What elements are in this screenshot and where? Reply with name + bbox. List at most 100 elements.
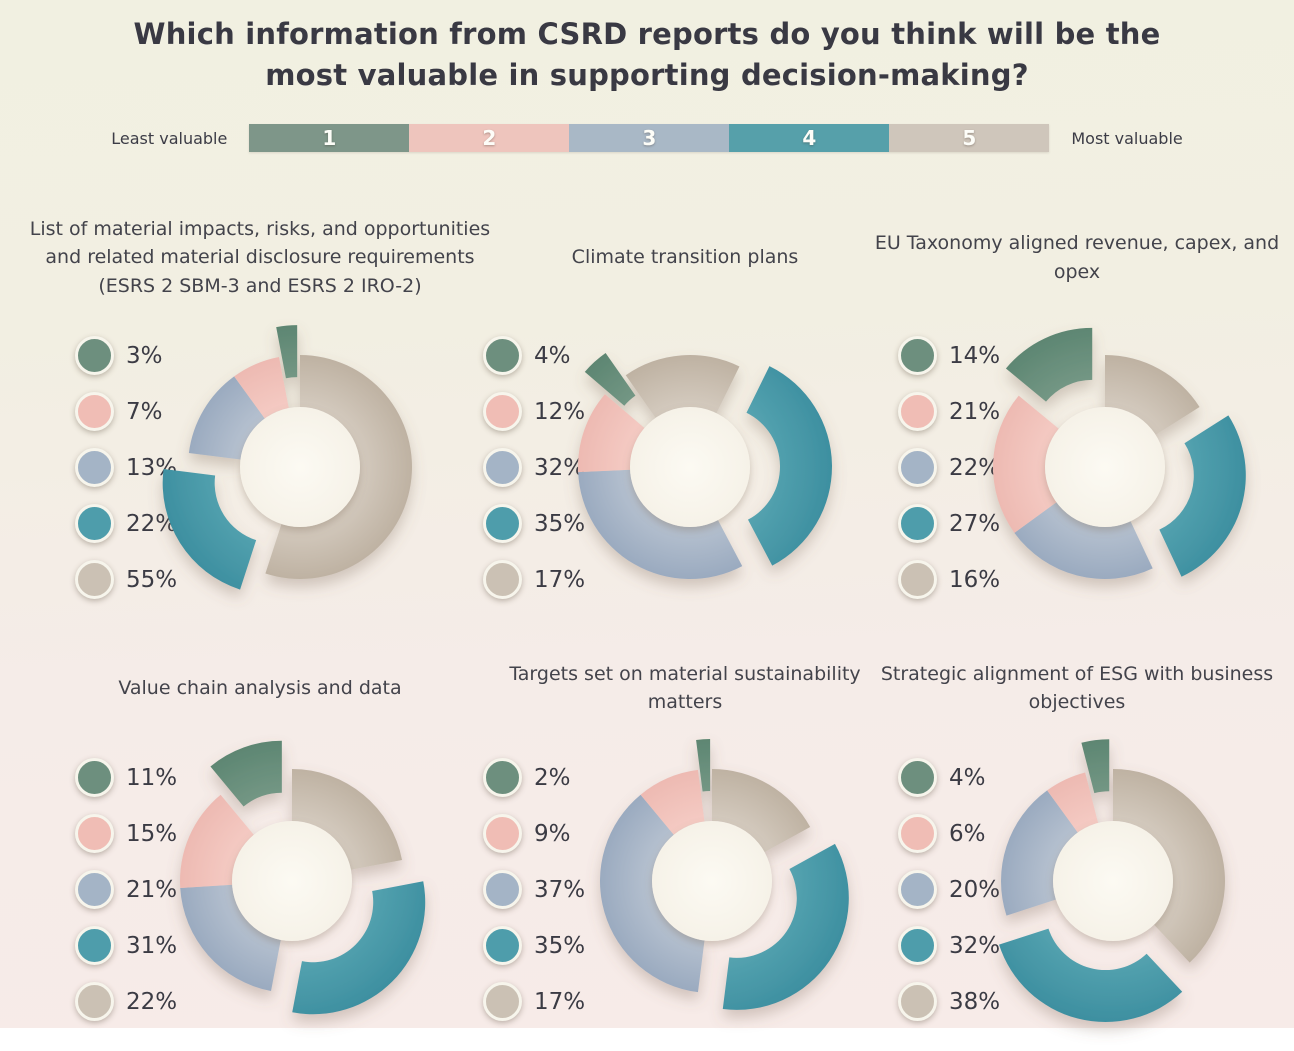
donut-slice-level4 (746, 366, 832, 566)
chart-title: Value chain analysis and data (118, 676, 402, 699)
donut-slice-level5 (712, 769, 811, 853)
legend-percentage: 55% (126, 566, 178, 593)
legend-item-level2: 6% (898, 814, 998, 853)
donut-slice-level5 (1113, 769, 1225, 963)
legend-swatch-level2 (898, 814, 937, 853)
legend-percentage: 27% (949, 510, 1001, 537)
donut-slice-level1 (1081, 739, 1110, 794)
chart-card: EU Taxonomy aligned revenue, capex, and … (862, 205, 1292, 637)
legend-percentage: 31% (126, 932, 178, 959)
legend-percentage: 21% (949, 398, 1001, 425)
donut-hole (652, 821, 772, 941)
legend-swatch-level2 (483, 392, 522, 431)
legend-swatch-level3 (898, 870, 937, 909)
donut-slice-level4 (999, 928, 1183, 1023)
legend-swatch-level3 (483, 870, 522, 909)
legend-swatch-level1 (898, 758, 937, 797)
donut-slice-level2 (993, 395, 1059, 533)
scale-segment-number: 4 (802, 126, 817, 150)
legend-item-level2: 7% (75, 392, 175, 431)
legend-percentage: 3% (126, 342, 163, 369)
donut-slice-level2 (179, 794, 254, 889)
chart-body: 11% 15% 21% 31% 22% (25, 736, 495, 1051)
legend-swatch-level4 (898, 504, 937, 543)
scale-segment-5: 5 (889, 124, 1050, 152)
legend-swatch-level4 (75, 926, 114, 965)
chart-legend: 2% 9% 37% 35% 17% (483, 758, 586, 1021)
legend-percentage: 35% (534, 932, 586, 959)
legend-swatch-level4 (75, 504, 114, 543)
legend-swatch-level5 (483, 982, 522, 1021)
chart-legend: 3% 7% 13% 22% 55% (75, 336, 178, 599)
legend-swatch-level1 (898, 336, 937, 375)
chart-card: Value chain analysis and data 11% 15% 21% 31… (25, 652, 495, 1051)
donut-slice-level2 (1047, 772, 1099, 833)
legend-percentage: 32% (949, 932, 1001, 959)
legend-item-level3: 37% (483, 870, 586, 909)
legend-percentage: 6% (949, 820, 986, 847)
legend-swatch-level3 (75, 448, 114, 487)
donut-chart (999, 739, 1225, 1023)
legend-item-level2: 9% (483, 814, 583, 853)
legend-percentage: 37% (534, 876, 586, 903)
chart-legend: 11% 15% 21% 31% 22% (75, 758, 178, 1021)
chart-title: Targets set on material sustainability m… (509, 662, 861, 714)
donut-slice-level2 (640, 769, 705, 835)
legend-percentage: 22% (126, 988, 178, 1015)
legend-percentage: 21% (126, 876, 178, 903)
donut-slice-level4 (1159, 415, 1246, 577)
donut-slice-level5 (625, 354, 740, 418)
legend-swatch-level4 (898, 926, 937, 965)
value-scale: Least valuable 1 2 3 4 5 Most valuable (0, 124, 1294, 152)
legend-swatch-level5 (483, 560, 522, 599)
legend-percentage: 11% (126, 764, 178, 791)
legend-percentage: 7% (126, 398, 163, 425)
legend-percentage: 32% (534, 454, 586, 481)
scale-segment-3: 3 (569, 124, 730, 152)
donut-slice-level5 (1105, 355, 1200, 435)
legend-percentage: 2% (534, 764, 571, 791)
scale-segment-1: 1 (249, 124, 410, 152)
donut-hole (232, 821, 352, 941)
legend-item-level1: 4% (483, 336, 583, 375)
chart-body: 14% 21% 22% 27% 16% (862, 322, 1292, 637)
legend-item-level1: 3% (75, 336, 175, 375)
donut-hole (1053, 821, 1173, 941)
scale-segment-number: 5 (962, 126, 977, 150)
scale-right-label: Most valuable (1071, 128, 1183, 148)
legend-swatch-level1 (483, 758, 522, 797)
legend-item-level5: 16% (898, 560, 1000, 599)
legend-percentage: 14% (949, 342, 1001, 369)
legend-item-level2: 12% (483, 392, 585, 431)
legend-swatch-level2 (75, 814, 114, 853)
legend-item-level1: 11% (75, 758, 178, 797)
page-title: Which information from CSRD reports do y… (133, 17, 1161, 93)
legend-swatch-level1 (483, 336, 522, 375)
legend-item-level1: 14% (898, 336, 1001, 375)
donut-hole (630, 407, 750, 527)
legend-percentage: 15% (126, 820, 178, 847)
donut-slice-level3 (180, 884, 281, 992)
legend-item-level5: 17% (483, 982, 585, 1021)
legend-item-level4: 31% (75, 926, 178, 965)
legend-item-level2: 21% (898, 392, 1001, 431)
donut-slice-level5 (292, 769, 403, 870)
legend-percentage: 9% (534, 820, 571, 847)
legend-swatch-level2 (483, 814, 522, 853)
chart-legend: 4% 12% 32% 35% 17% (483, 336, 586, 599)
chart-title: EU Taxonomy aligned revenue, capex, and … (874, 232, 1280, 283)
chart-card: List of material impacts, risks, and opp… (25, 205, 495, 637)
scale-bar: 1 2 3 4 5 (249, 124, 1050, 152)
legend-percentage: 4% (534, 342, 571, 369)
chart-card: Strategic alignment of ESG with business… (862, 652, 1292, 1051)
chart-legend: 14% 21% 22% 27% 16% (898, 336, 1001, 599)
legend-percentage: 4% (949, 764, 986, 791)
legend-swatch-level5 (898, 560, 937, 599)
chart-title: Strategic alignment of ESG with business… (880, 662, 1274, 714)
legend-item-level4: 27% (898, 504, 1001, 543)
legend-item-level3: 32% (483, 448, 586, 487)
legend-swatch-level3 (483, 448, 522, 487)
donut-slice-level3 (1014, 502, 1153, 580)
scale-segment-2: 2 (409, 124, 570, 152)
donut-slice-level1 (584, 353, 636, 406)
